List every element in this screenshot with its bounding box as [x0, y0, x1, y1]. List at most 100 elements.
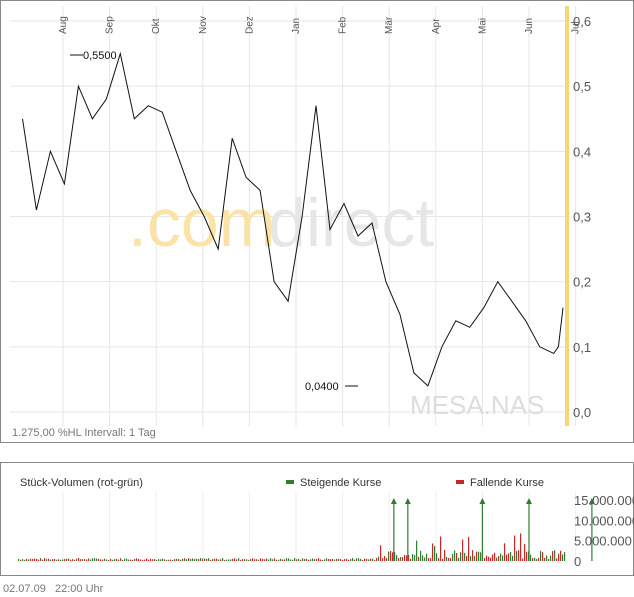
- month-tick-label: Mai: [477, 18, 488, 34]
- volume-bar: [484, 557, 486, 561]
- price-tick-label: 0,6: [573, 14, 591, 29]
- volume-bar: [166, 559, 168, 561]
- volume-bar: [548, 558, 550, 561]
- volume-bar: [176, 558, 178, 561]
- volume-bar: [384, 556, 386, 561]
- volume-bar: [450, 558, 452, 561]
- volume-bar: [420, 550, 422, 561]
- volume-bar: [324, 559, 326, 561]
- volume-bar: [42, 559, 44, 561]
- volume-bar: [234, 558, 236, 561]
- volume-bar: [226, 559, 228, 561]
- volume-bar: [264, 559, 266, 561]
- volume-bar: [48, 558, 50, 561]
- timestamp: 02.07.09 22:00 Uhr: [3, 583, 103, 595]
- volume-bar: [32, 559, 34, 561]
- volume-bar: [504, 543, 506, 561]
- volume-bar: [446, 556, 448, 561]
- volume-bar: [526, 551, 528, 561]
- current-date-highlight: [565, 6, 569, 426]
- volume-bar: [312, 558, 314, 561]
- volume-bar: [378, 556, 380, 561]
- volume-bar: [188, 558, 190, 561]
- volume-bar: [262, 558, 264, 561]
- volume-bar: [66, 558, 68, 561]
- volume-bar: [68, 558, 70, 561]
- volume-bar: [190, 559, 192, 561]
- volume-bar: [496, 557, 498, 561]
- volume-bar: [552, 551, 554, 561]
- volume-bar: [34, 558, 36, 561]
- volume-bar: [270, 558, 272, 561]
- volume-bar: [500, 553, 502, 561]
- volume-bar: [150, 558, 152, 561]
- volume-bar: [468, 536, 470, 561]
- price-tick-label: 0,5: [573, 79, 591, 94]
- volume-bar: [198, 559, 200, 561]
- volume-bar: [168, 559, 170, 561]
- volume-bar: [52, 559, 54, 561]
- volume-bar: [184, 558, 186, 561]
- volume-bar: [374, 559, 376, 561]
- volume-bar: [258, 559, 260, 561]
- volume-bar: [116, 558, 118, 561]
- volume-bar: [92, 558, 94, 561]
- volume-bar: [480, 552, 482, 561]
- volume-bar: [242, 559, 244, 561]
- volume-bar: [250, 559, 252, 561]
- volume-bar: [488, 556, 490, 561]
- volume-bar: [186, 559, 188, 561]
- volume-bar: [216, 558, 218, 561]
- volume-bar: [222, 558, 224, 561]
- volume-bar: [236, 559, 238, 561]
- volume-bar: [206, 558, 208, 561]
- volume-bar: [326, 558, 328, 561]
- volume-bar: [322, 559, 324, 561]
- month-tick-label: Jun: [524, 18, 535, 34]
- volume-overflow-arrow-icon: [588, 498, 595, 504]
- volume-bar: [136, 558, 138, 561]
- volume-bar: [96, 558, 98, 561]
- volume-bar: [350, 559, 352, 561]
- volume-bar: [416, 540, 418, 561]
- volume-bar: [396, 555, 398, 561]
- volume-bar: [492, 554, 494, 561]
- volume-bar: [364, 558, 366, 561]
- volume-bar: [432, 543, 434, 561]
- volume-bar: [510, 551, 512, 561]
- volume-bar: [540, 550, 542, 561]
- volume-bar: [212, 559, 214, 561]
- volume-bar: [560, 550, 562, 561]
- volume-bar: [74, 559, 76, 561]
- volume-bar: [388, 551, 390, 561]
- volume-bar: [158, 559, 160, 561]
- volume-bar: [474, 555, 476, 561]
- volume-bar: [232, 558, 234, 561]
- month-tick-labels: Aug Sep Okt Nov Dez Jan Feb Mär Apr Mai Jun Jul: [58, 16, 582, 34]
- volume-bar: [202, 558, 204, 561]
- volume-bar: [338, 558, 340, 561]
- watermark-brand-b: direct: [268, 185, 434, 261]
- month-tick-label: Sep: [105, 16, 116, 34]
- volume-bar: [380, 545, 382, 561]
- volume-bar: [172, 559, 174, 561]
- volume-bar: [454, 550, 456, 561]
- volume-bar: [290, 559, 292, 561]
- month-tick-label: Dez: [244, 16, 255, 34]
- price-horizontal-grid: [10, 20, 565, 413]
- footer-date: 02.07.09: [3, 583, 46, 595]
- volume-bar: [128, 559, 130, 561]
- volume-bar: [556, 558, 558, 561]
- volume-tick-label: 0: [574, 554, 581, 569]
- volume-bar: [118, 559, 120, 561]
- volume-bar: [456, 553, 458, 561]
- volume-bar: [494, 552, 496, 561]
- volume-bar: [266, 558, 268, 561]
- volume-bar: [418, 556, 420, 561]
- volume-bar: [558, 553, 560, 561]
- volume-bar: [546, 555, 548, 561]
- volume-bar: [318, 558, 320, 561]
- volume-overflow-arrow-icon: [479, 498, 486, 504]
- volume-bar: [192, 558, 194, 561]
- volume-bar: [24, 559, 26, 561]
